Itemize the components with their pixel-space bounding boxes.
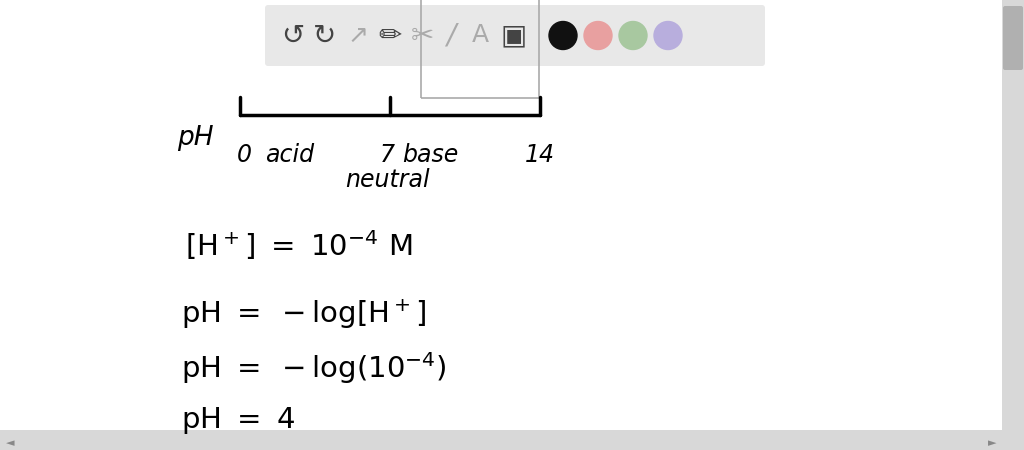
Text: $\mathsf{pH}\ =\ -\log(10^{-4})$: $\mathsf{pH}\ =\ -\log(10^{-4})$ — [181, 350, 446, 386]
Circle shape — [654, 22, 682, 50]
Text: acid: acid — [265, 143, 314, 167]
Text: $[\mathsf{H}^+]\ =\ 10^{-4}\ \mathsf{M}$: $[\mathsf{H}^+]\ =\ 10^{-4}\ \mathsf{M}$ — [185, 228, 413, 262]
Circle shape — [584, 22, 612, 50]
Text: ✏: ✏ — [379, 22, 401, 50]
Text: ↻: ↻ — [313, 22, 337, 50]
Text: ↺: ↺ — [282, 22, 304, 50]
Circle shape — [618, 22, 647, 50]
Text: $\mathsf{pH}\ =\ 4$: $\mathsf{pH}\ =\ 4$ — [181, 405, 295, 436]
Text: ◄: ◄ — [6, 438, 14, 448]
Text: 14: 14 — [525, 143, 555, 167]
Text: neutral: neutral — [345, 168, 429, 192]
Text: 7: 7 — [380, 143, 394, 167]
Text: /: / — [446, 22, 456, 50]
FancyBboxPatch shape — [1002, 6, 1023, 70]
Text: A: A — [471, 23, 488, 48]
Text: pH: pH — [177, 125, 213, 151]
Text: base: base — [401, 143, 458, 167]
Text: ✂: ✂ — [411, 22, 433, 50]
Text: ►: ► — [988, 438, 996, 448]
FancyBboxPatch shape — [0, 430, 1024, 450]
Text: ▣: ▣ — [501, 22, 527, 50]
FancyBboxPatch shape — [1002, 0, 1024, 450]
Text: ↗: ↗ — [347, 23, 369, 48]
FancyBboxPatch shape — [265, 5, 765, 66]
Text: 0: 0 — [237, 143, 252, 167]
Text: $\mathsf{pH}\ =\ -\log[\mathsf{H}^+]$: $\mathsf{pH}\ =\ -\log[\mathsf{H}^+]$ — [181, 297, 426, 331]
Circle shape — [549, 22, 577, 50]
